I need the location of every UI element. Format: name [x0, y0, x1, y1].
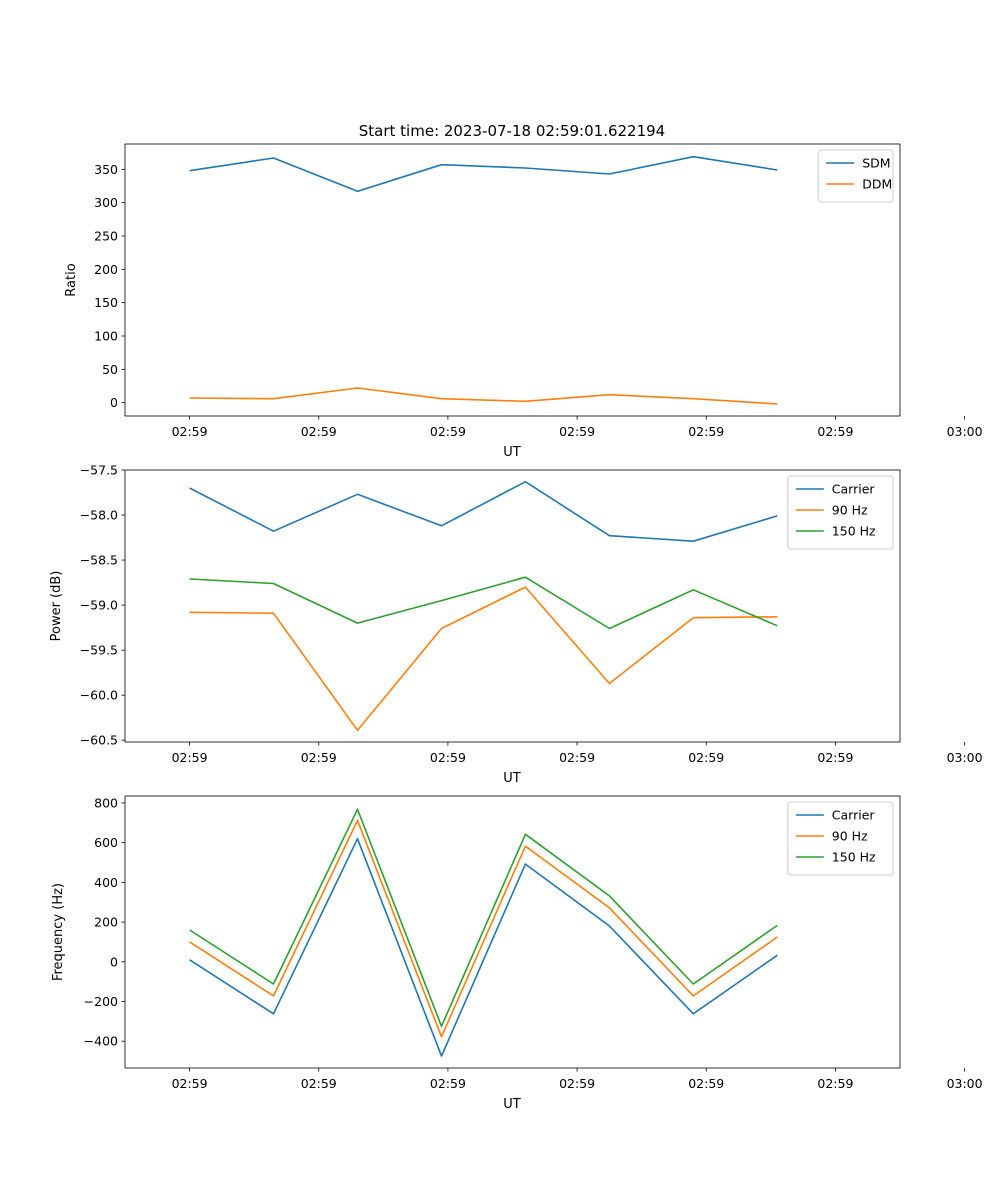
series-line-sdm — [189, 155, 778, 193]
legend-label: DDM — [862, 177, 892, 192]
axes-frame — [124, 795, 901, 1069]
y-tick-label: −58.0 — [80, 508, 118, 523]
series-line-ddm — [189, 387, 778, 405]
y-tick-label: 0 — [110, 395, 118, 410]
x-axis-label: UT — [503, 1097, 521, 1112]
chart-panel-3: −400 −200 0 200 400 600 800 02:59 02:59 02:59 02:5… — [51, 795, 983, 1112]
chart-panel-1: 0 50 100 150 200 250 300 350 02:59 02:59 02:59 02:5… — [64, 143, 983, 460]
x-tick-label: 02:59 — [301, 424, 337, 439]
legend-label: 150 Hz — [832, 850, 876, 865]
x-tick-label: 02:59 — [688, 1076, 724, 1091]
legend-label: Carrier — [832, 482, 876, 497]
x-tick-label: 03:00 — [947, 424, 983, 439]
y-tick-label: 150 — [94, 295, 118, 310]
x-tick-label: 02:59 — [172, 424, 208, 439]
y-tick-label: 200 — [94, 915, 118, 930]
y-tick-label: 50 — [102, 362, 118, 377]
y-tick-label: 200 — [94, 262, 118, 277]
figure-title: Start time: 2023-07-18 02:59:01.622194 — [359, 122, 665, 140]
legend: Carrier 90 Hz 150 Hz — [787, 475, 894, 550]
y-tick-label: 350 — [94, 162, 118, 177]
series-line-150-hz — [189, 576, 778, 630]
y-tick-label: 800 — [94, 795, 118, 810]
series-line-150-hz — [189, 808, 778, 1028]
x-tick-label: 02:59 — [817, 424, 853, 439]
x-tick-label: 02:59 — [172, 1076, 208, 1091]
legend-label: Carrier — [832, 808, 876, 823]
x-tick-label: 02:59 — [559, 1076, 595, 1091]
y-tick-label: 0 — [110, 954, 118, 969]
y-tick-label: 300 — [94, 195, 118, 210]
y-axis-label: Frequency (Hz) — [51, 883, 66, 981]
x-tick-label: 02:59 — [817, 750, 853, 765]
x-tick-label: 02:59 — [559, 750, 595, 765]
x-tick-label: 02:59 — [430, 424, 466, 439]
x-tick-label: 03:00 — [947, 750, 983, 765]
x-tick-label: 03:00 — [947, 1076, 983, 1091]
x-tick-label: 02:59 — [559, 424, 595, 439]
axes-frame — [124, 469, 901, 743]
axes-frame — [124, 143, 901, 417]
x-tick-label: 02:59 — [688, 424, 724, 439]
x-tick-label: 02:59 — [301, 750, 337, 765]
x-tick-label: 02:59 — [172, 750, 208, 765]
series-line-carrier — [189, 480, 778, 543]
y-tick-label: −60.5 — [80, 733, 118, 748]
y-axis-label: Ratio — [64, 263, 79, 296]
y-tick-label: −60.0 — [80, 688, 118, 703]
y-tick-label: 100 — [94, 329, 118, 344]
series-line-carrier — [189, 837, 778, 1057]
x-tick-label: 02:59 — [301, 1076, 337, 1091]
x-axis-label: UT — [503, 445, 521, 460]
legend-label: SDM — [862, 156, 890, 171]
legend: SDM DDM — [817, 149, 894, 203]
y-tick-label: −58.5 — [80, 553, 118, 568]
legend-label: 90 Hz — [832, 503, 868, 518]
y-tick-label: −57.5 — [80, 463, 118, 478]
x-tick-label: 02:59 — [817, 1076, 853, 1091]
x-tick-label: 02:59 — [430, 1076, 466, 1091]
y-tick-label: −400 — [84, 1034, 118, 1049]
series-line-90-hz — [189, 819, 778, 1038]
series-line-90-hz — [189, 586, 778, 732]
y-tick-label: −59.0 — [80, 598, 118, 613]
x-axis-label: UT — [503, 771, 521, 786]
legend-label: 90 Hz — [832, 829, 868, 844]
chart-panel-2: −60.5 −60.0 −59.5 −59.0 −58.5 −58.0 −57.5 02:59… — [49, 463, 983, 787]
y-tick-label: −59.5 — [80, 643, 118, 658]
legend-label: 150 Hz — [832, 524, 876, 539]
y-tick-label: −200 — [84, 994, 118, 1009]
y-axis-label: Power (dB) — [49, 571, 64, 642]
x-tick-label: 02:59 — [430, 750, 466, 765]
y-tick-label: 400 — [94, 875, 118, 890]
legend: Carrier 90 Hz 150 Hz — [787, 801, 894, 876]
y-tick-label: 250 — [94, 229, 118, 244]
y-tick-label: 600 — [94, 835, 118, 850]
x-tick-label: 02:59 — [688, 750, 724, 765]
